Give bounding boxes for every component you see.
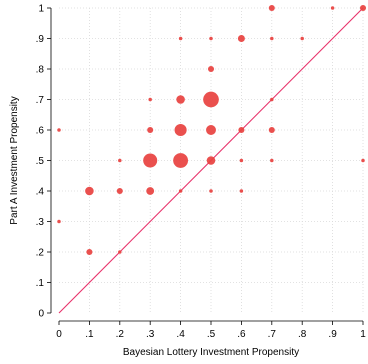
x-tick-label: .2 [116,329,125,340]
data-point [270,158,274,163]
data-point [203,91,219,108]
data-point [85,186,94,196]
x-tick-label: .7 [268,329,277,340]
data-point [207,65,215,73]
data-point [116,187,123,195]
data-point [270,97,274,102]
data-point [239,189,244,193]
data-point [206,125,216,135]
data-point [147,126,154,134]
data-point [174,123,187,137]
data-point [268,4,275,12]
y-tick-label: .8 [36,65,45,76]
data-point [268,126,275,134]
data-point [178,189,183,193]
data-point [173,153,189,168]
data-point [300,36,304,41]
data-point [143,153,158,168]
x-tick-label: .3 [146,329,155,340]
y-tick-label: .2 [36,248,45,259]
data-point [57,219,61,224]
x-tick-label: .6 [237,329,246,340]
data-point [237,35,245,42]
data-point [146,187,155,195]
x-tick-label: .8 [298,329,307,340]
y-tick-label: .1 [36,278,45,289]
y-axis-ticks: 0 .1 .2 .3 .4 .5 .6 .7 .8 .9 1 [36,4,51,320]
data-point [359,4,367,12]
data-point [148,97,152,102]
x-axis-title: Bayesian Lottery Investment Propensity [123,347,299,358]
x-tick-label: .1 [85,329,94,340]
data-point [118,158,122,163]
data-point [57,128,61,132]
data-point [270,36,274,41]
x-tick-label: 1 [360,329,366,340]
y-tick-label: .5 [36,156,45,167]
data-point [238,126,245,134]
data-point [209,36,213,41]
y-tick-label: .6 [36,126,45,137]
data-point [118,250,122,254]
y-tick-label: .3 [36,217,45,228]
x-tick-label: .4 [176,329,185,340]
data-points [57,4,367,256]
y-tick-label: .7 [36,95,45,106]
y-axis-title: Part A Investment Propensity [9,96,20,224]
data-point [330,6,335,10]
x-tick-label: .9 [328,329,337,340]
data-point [361,158,365,163]
data-point [176,95,185,104]
x-axis-ticks: 0 .1 .2 .3 .4 .5 .6 .7 .8 .9 1 [56,321,366,340]
y-tick-label: 0 [38,309,44,320]
data-point [178,36,183,41]
data-point [206,156,216,165]
data-point [239,158,244,163]
y-tick-label: 1 [38,4,44,15]
x-tick-label: 0 [56,329,62,340]
y-tick-label: .9 [36,34,45,45]
data-point [209,189,213,193]
data-point [86,248,93,256]
y-tick-label: .4 [36,187,45,198]
x-tick-label: .5 [207,329,216,340]
